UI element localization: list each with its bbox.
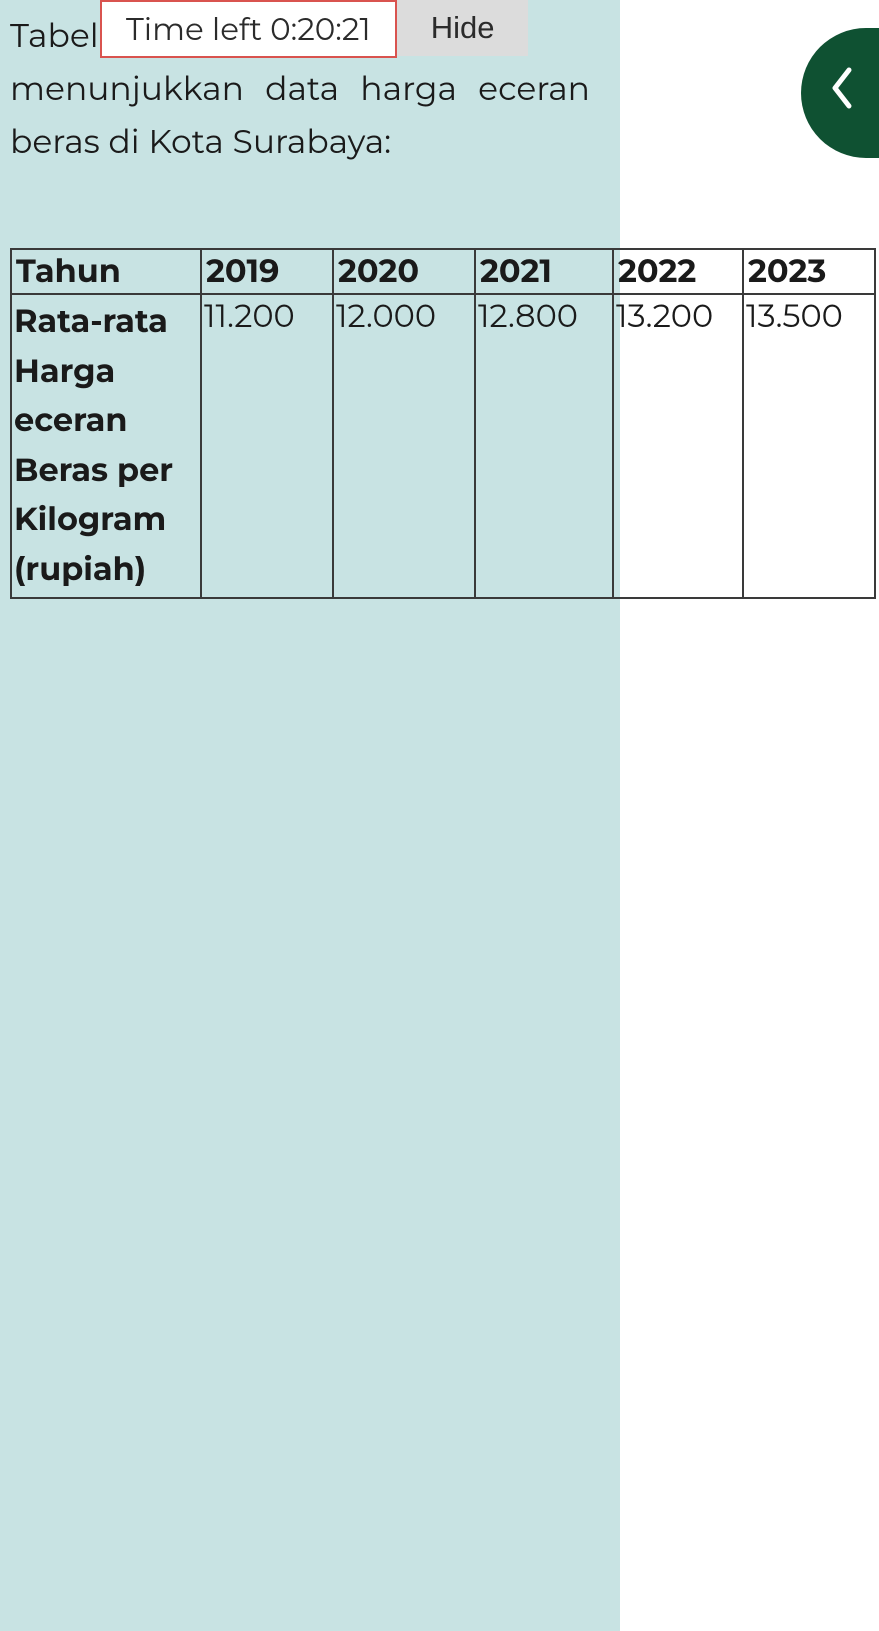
intro-rest: menunjukkan data harga eceran beras di K… <box>10 69 590 162</box>
year-cell: 2021 <box>475 249 613 294</box>
hide-button[interactable]: Hide <box>397 0 529 56</box>
timer-bar: Time left 0:20:21 Hide <box>100 0 879 58</box>
right-margin <box>620 0 879 1631</box>
timer-display: Time left 0:20:21 <box>100 0 397 58</box>
year-cell: 2022 <box>613 249 743 294</box>
intro-first-word: Tabel <box>10 10 100 63</box>
header-label-cell: Tahun <box>11 249 201 294</box>
value-cell: 13.200 <box>613 294 743 598</box>
value-cell: 12.800 <box>475 294 613 598</box>
row-label-cell: Rata-rata Harga eceran Beras per Kilogra… <box>11 294 201 598</box>
value-cell: 11.200 <box>201 294 333 598</box>
quiz-page: Tabel menunjukkan data harga eceran bera… <box>0 0 879 1631</box>
value-cell: 13.500 <box>743 294 875 598</box>
table-header-row: Tahun 2019 2020 2021 2022 2023 <box>11 249 875 294</box>
data-table-wrap: Tahun 2019 2020 2021 2022 2023 Rata-rata… <box>10 248 870 599</box>
question-panel: Tabel menunjukkan data harga eceran bera… <box>0 0 620 1631</box>
table-data-row: Rata-rata Harga eceran Beras per Kilogra… <box>11 294 875 598</box>
value-cell: 12.000 <box>333 294 475 598</box>
data-table: Tahun 2019 2020 2021 2022 2023 Rata-rata… <box>10 248 876 599</box>
chevron-left-icon <box>827 66 855 121</box>
year-cell: 2020 <box>333 249 475 294</box>
year-cell: 2019 <box>201 249 333 294</box>
year-cell: 2023 <box>743 249 875 294</box>
